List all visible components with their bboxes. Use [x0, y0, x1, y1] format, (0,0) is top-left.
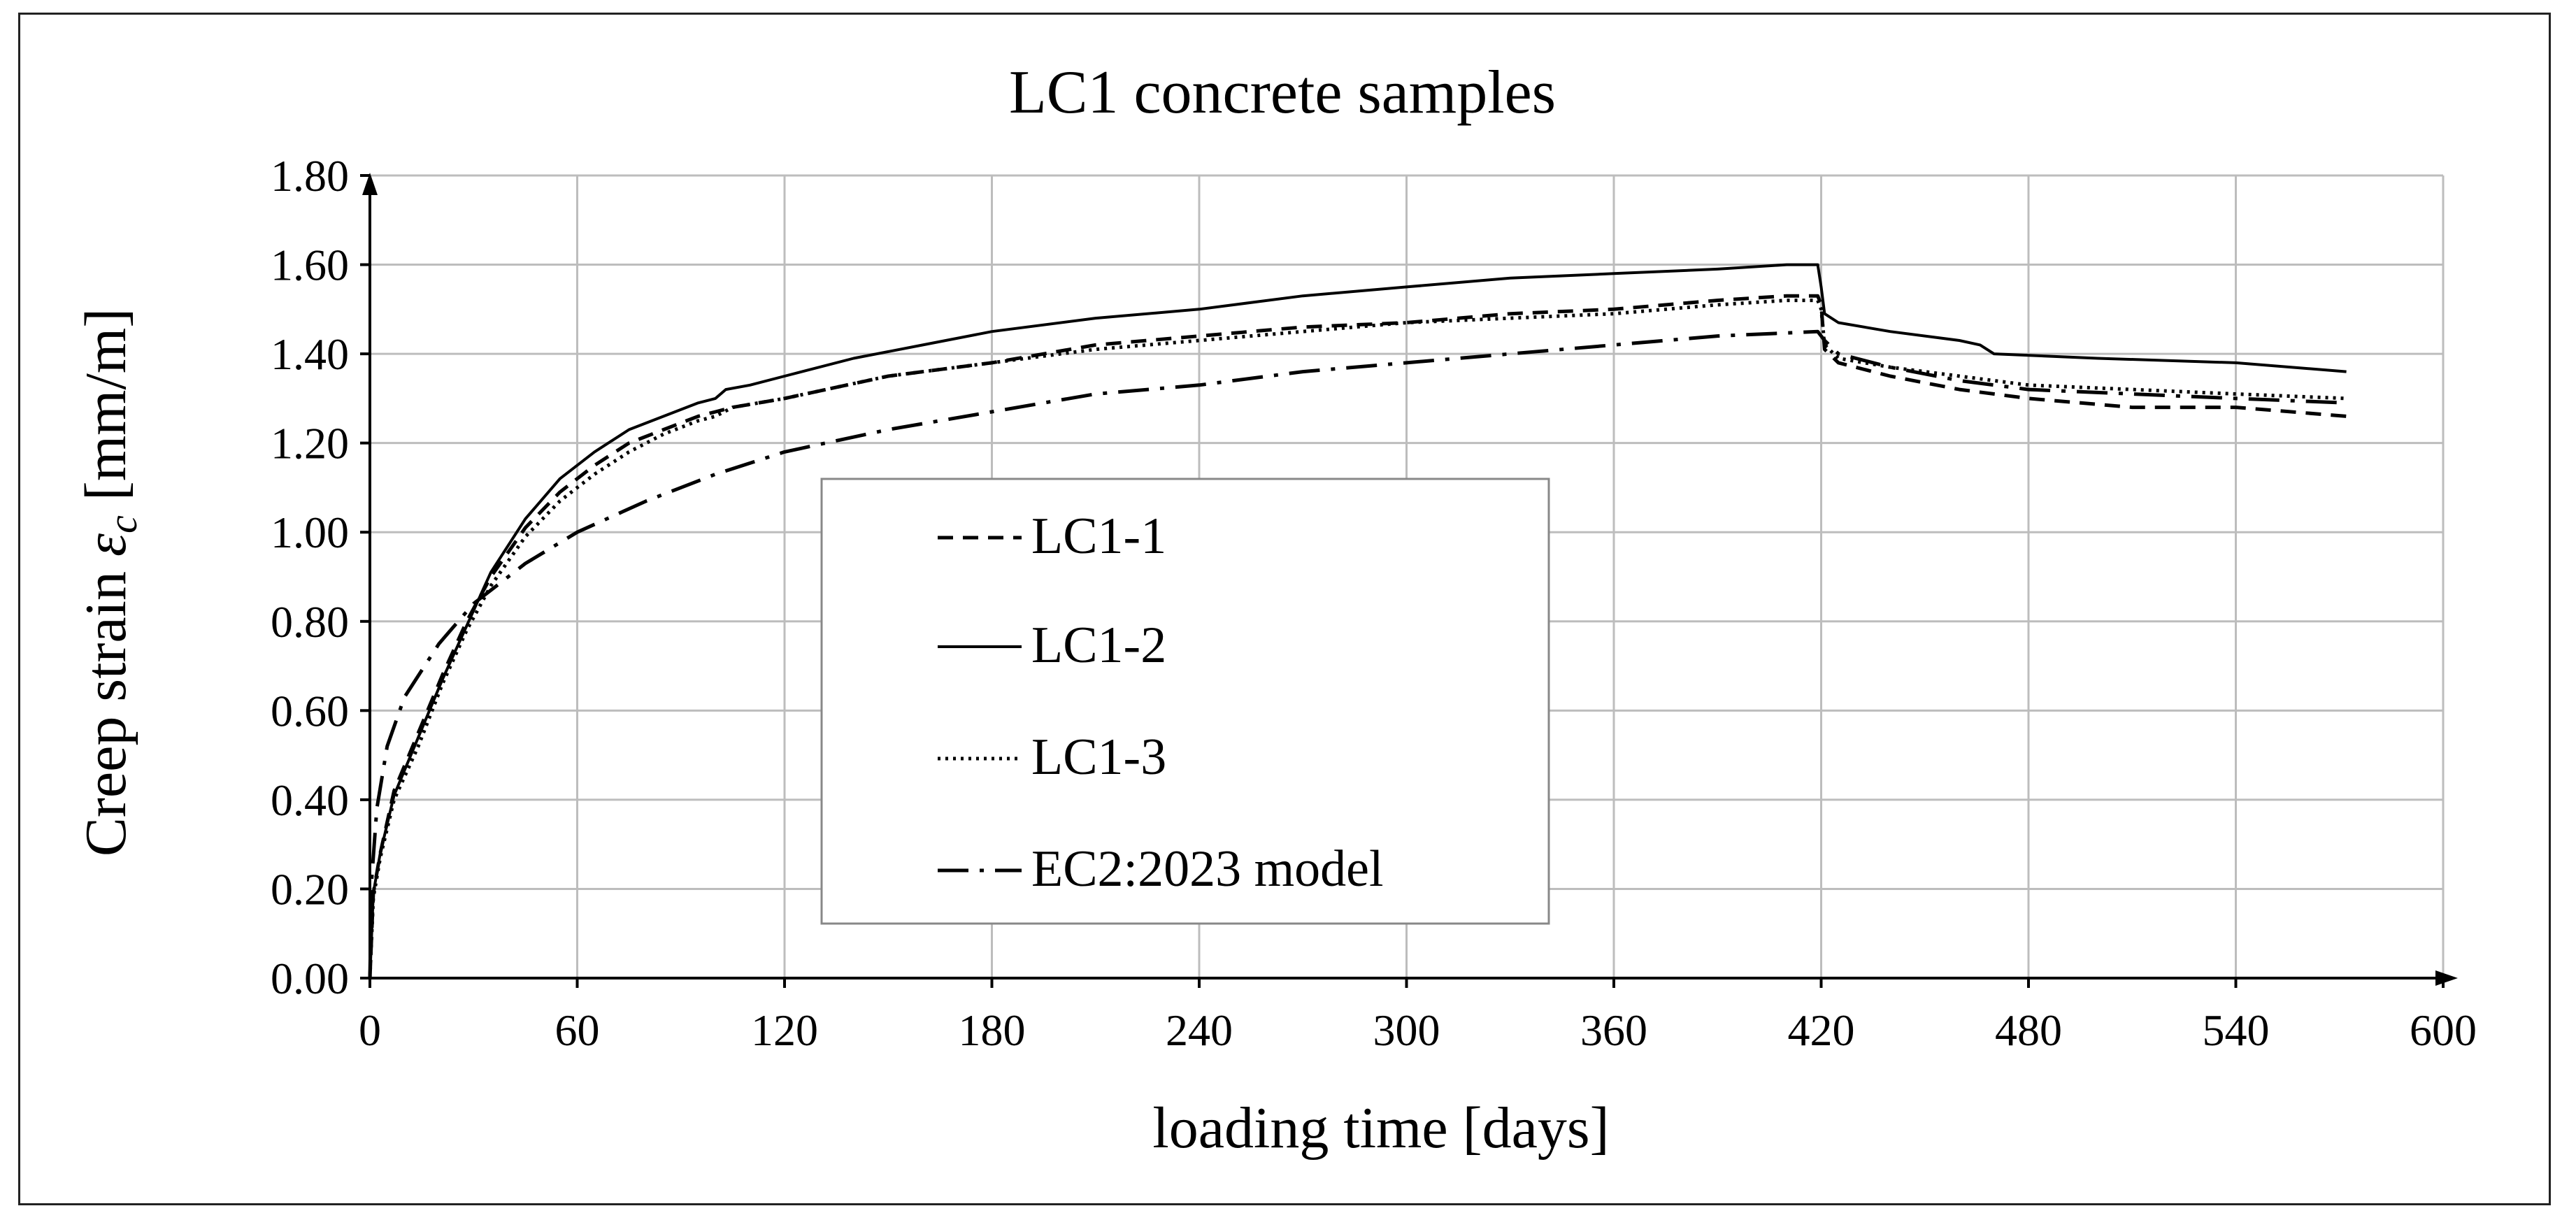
x-tick-label-1: 60: [555, 1005, 600, 1055]
legend-label-4: EC2:2023 model: [1031, 840, 1384, 898]
legend: LC1-1 LC1-2 LC1-3 EC2:2023 model: [820, 478, 1550, 925]
y-axis-title-prefix: Creep strain: [73, 557, 138, 856]
y-axis-arrow: [362, 173, 378, 195]
x-tick-label-6: 360: [1580, 1005, 1647, 1055]
y-axis-title-symbol: ε: [73, 533, 138, 557]
y-tick-label-3: 0.60: [271, 686, 349, 735]
legend-label-3: LC1-3: [1031, 729, 1166, 786]
series-line-3: [368, 299, 2347, 979]
y-tick-label-7: 1.40: [271, 329, 349, 379]
x-tick-label-9: 540: [2203, 1005, 2270, 1055]
y-tick-label-0: 0.00: [271, 954, 349, 1003]
y-tick-label-8: 1.60: [271, 241, 349, 290]
x-tick-label-7: 420: [1788, 1005, 1855, 1055]
x-axis-arrow: [2435, 970, 2458, 986]
y-tick-label-4: 0.80: [271, 597, 349, 647]
x-tick-label-10: 600: [2410, 1005, 2477, 1055]
chart-frame: LC1 concrete samples 0 60 120 180 240 300 360 4…: [18, 13, 2551, 1205]
y-axis-title-subscript: c: [100, 515, 145, 533]
x-tick-label-5: 300: [1373, 1005, 1440, 1055]
x-tick-label-8: 480: [1995, 1005, 2062, 1055]
legend-label-2: LC1-2: [1031, 617, 1166, 674]
x-tick-label-0: 0: [359, 1005, 381, 1055]
x-tick-label-2: 120: [751, 1005, 818, 1055]
x-tick-label-4: 240: [1166, 1005, 1233, 1055]
legend-entries: LC1-1 LC1-2 LC1-3 EC2:2023 model: [938, 508, 1384, 898]
series-lines: [368, 263, 2347, 979]
x-tick-label-3: 180: [959, 1005, 1026, 1055]
legend-label-1: LC1-1: [1031, 508, 1166, 565]
series-line-4: [368, 329, 2347, 979]
y-tick-label-6: 1.20: [271, 419, 349, 468]
chart-title: LC1 concrete samples: [1009, 59, 1556, 127]
line-chart: LC1 concrete samples 0 60 120 180 240 300 360 4…: [73, 59, 2477, 1161]
y-tick-label-1: 0.20: [271, 864, 349, 914]
y-axis-title: Creep strain εc [mm/m]: [73, 308, 145, 856]
y-tick-label-9: 1.80: [271, 151, 349, 201]
y-tick-label-5: 1.00: [271, 508, 349, 557]
y-axis-title-suffix: [mm/m]: [73, 308, 138, 515]
y-tick-label-2: 0.40: [271, 775, 349, 825]
legend-box: [820, 478, 1550, 925]
x-axis-title: loading time [days]: [1152, 1096, 1609, 1161]
tick-labels: 0 60 120 180 240 300 360 420 480 540 600 0.00 0.20 0.…: [271, 151, 2477, 1055]
